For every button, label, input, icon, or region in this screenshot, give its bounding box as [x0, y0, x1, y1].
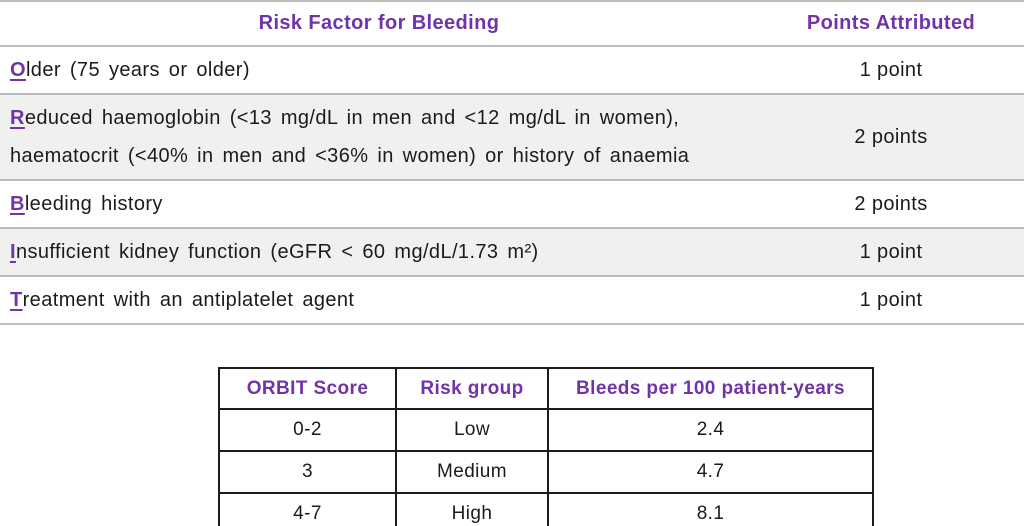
risk-factor-label: Insufficient kidney function (eGFR < 60 …	[0, 229, 758, 275]
points-value: 1 point	[859, 288, 923, 311]
risk-factor-text: educed haemoglobin (<13 mg/dL in men and…	[10, 107, 690, 167]
risk-factor-lead-letter: T	[10, 289, 23, 311]
risk-group-column-header: Risk group	[395, 367, 549, 410]
risk-factor-text: nsufficient kidney function (eGFR < 60 m…	[15, 241, 539, 263]
score-row-medium: 3 Medium 4.7	[218, 450, 874, 494]
bleeds-rate-cell: 8.1	[547, 492, 874, 526]
risk-factor-label: Bleeding history	[0, 181, 758, 227]
orbit-score-column-header: ORBIT Score	[218, 367, 397, 410]
points-value: 1 point	[859, 58, 923, 81]
risk-row-reduced-haemoglobin: Reduced haemoglobin (<13 mg/dL in men an…	[0, 93, 1024, 179]
bleeds-rate-cell: 2.4	[547, 408, 874, 452]
risk-factor-text: lder (75 years or older)	[25, 59, 250, 81]
score-row-high: 4-7 High 8.1	[218, 492, 874, 526]
bleeds-rate-cell: 4.7	[547, 450, 874, 494]
risk-row-older: Older (75 years or older) 1 point	[0, 45, 1024, 93]
risk-factor-column-header: Risk Factor for Bleeding	[258, 12, 500, 34]
risk-group-cell: Low	[395, 408, 549, 452]
risk-row-antiplatelet-treatment: Treatment with an antiplatelet agent 1 p…	[0, 275, 1024, 323]
risk-group-cell: High	[395, 492, 549, 526]
points-column-header: Points Attributed	[806, 12, 976, 34]
risk-factor-text: reatment with an antiplatelet agent	[22, 289, 355, 311]
risk-factor-lead-letter: I	[10, 241, 16, 263]
score-row-low: 0-2 Low 2.4	[218, 408, 874, 452]
risk-row-insufficient-kidney-function: Insufficient kidney function (eGFR < 60 …	[0, 227, 1024, 275]
risk-factor-lead-letter: R	[10, 107, 25, 129]
risk-factor-label: Older (75 years or older)	[0, 47, 758, 93]
risk-factor-lead-letter: O	[10, 59, 26, 81]
points-value: 1 point	[859, 240, 923, 263]
risk-factor-text: leeding history	[24, 193, 163, 215]
risk-factor-label: Treatment with an antiplatelet agent	[0, 277, 758, 323]
risk-factor-table: Risk Factor for Bleeding Points Attribut…	[0, 0, 1024, 325]
risk-row-bleeding-history: Bleeding history 2 points	[0, 179, 1024, 227]
score-range-cell: 3	[218, 450, 397, 494]
risk-factor-label: Reduced haemoglobin (<13 mg/dL in men an…	[0, 95, 758, 179]
risk-table-header-row: Risk Factor for Bleeding Points Attribut…	[0, 2, 1024, 45]
bleeds-column-header: Bleeds per 100 patient-years	[547, 367, 874, 410]
score-range-cell: 4-7	[218, 492, 397, 526]
score-table-header-row: ORBIT Score Risk group Bleeds per 100 pa…	[218, 367, 874, 410]
orbit-score-table: ORBIT Score Risk group Bleeds per 100 pa…	[218, 367, 874, 526]
risk-factor-lead-letter: B	[10, 193, 25, 215]
points-value: 2 points	[854, 192, 928, 215]
score-range-cell: 0-2	[218, 408, 397, 452]
points-value: 2 points	[854, 125, 928, 148]
risk-group-cell: Medium	[395, 450, 549, 494]
